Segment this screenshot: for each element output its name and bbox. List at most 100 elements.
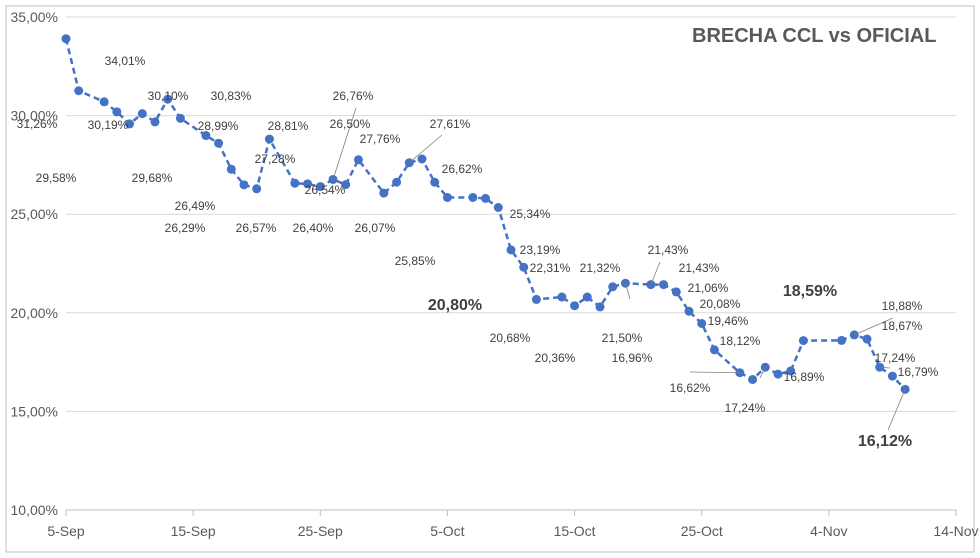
data-marker [138,109,147,118]
x-tick-label: 15-Sep [171,523,216,539]
data-marker [672,287,681,296]
data-marker [697,319,706,328]
y-tick-label: 10,00% [11,502,58,518]
data-label: 26,50% [330,117,371,131]
data-label: 27,28% [255,152,296,166]
data-label: 20,36% [535,351,576,365]
data-marker [888,372,897,381]
data-label: 30,19% [88,118,129,132]
x-tick-label: 4-Nov [810,523,847,539]
data-marker [532,295,541,304]
data-marker [392,178,401,187]
data-marker [227,165,236,174]
y-tick-label: 35,00% [11,9,58,25]
x-tick-label: 5-Oct [430,523,464,539]
data-marker [659,280,668,289]
data-label: 18,12% [720,334,761,348]
data-label: 26,54% [305,183,346,197]
data-marker [863,335,872,344]
data-label: 34,01% [105,54,146,68]
data-label: 17,24% [725,401,766,415]
data-marker [290,179,299,188]
data-label: 25,85% [395,254,436,268]
data-label: 20,80% [428,297,482,314]
data-marker [430,178,439,187]
x-tick-label: 25-Sep [298,523,343,539]
data-label: 22,31% [530,261,571,275]
data-label: 18,67% [882,319,923,333]
data-label: 21,43% [679,261,720,275]
data-label: 21,32% [580,261,621,275]
data-marker [265,135,274,144]
chart-container: 10,00%15,00%20,00%25,00%30,00%35,00%5-Se… [0,0,980,558]
data-marker [837,336,846,345]
data-label: 19,46% [708,314,749,328]
data-marker [685,307,694,316]
data-marker [596,302,605,311]
data-label: 26,07% [355,221,396,235]
data-label: 25,34% [510,207,551,221]
data-marker [557,293,566,302]
data-marker [710,345,719,354]
data-label: 21,50% [602,331,643,345]
data-marker [151,117,160,126]
line-chart: 10,00%15,00%20,00%25,00%30,00%35,00%5-Se… [0,0,980,558]
y-tick-label: 20,00% [11,305,58,321]
data-marker [494,203,503,212]
data-marker [354,155,363,164]
data-marker [748,375,757,384]
chart-border [6,6,974,552]
data-label: 21,06% [688,281,729,295]
chart-title: BRECHA CCL vs OFICIAL [692,25,936,47]
x-tick-label: 5-Sep [47,523,85,539]
data-marker [112,107,121,116]
y-tick-label: 15,00% [11,403,58,419]
data-marker [418,154,427,163]
data-label: 18,88% [882,299,923,313]
data-label: 27,76% [360,132,401,146]
data-label: 16,12% [858,433,912,450]
data-label: 26,76% [333,89,374,103]
data-marker [62,34,71,43]
data-label: 31,26% [17,117,58,131]
y-tick-label: 25,00% [11,206,58,222]
data-marker [379,189,388,198]
data-marker [74,86,83,95]
data-label: 26,62% [442,162,483,176]
data-marker [570,301,579,310]
data-label: 26,29% [165,221,206,235]
data-label: 26,57% [236,221,277,235]
data-label: 16,62% [670,381,711,395]
data-marker [443,193,452,202]
data-marker [608,282,617,291]
data-label: 28,81% [268,119,309,133]
data-marker [774,370,783,379]
data-marker [519,263,528,272]
data-label: 16,89% [784,370,825,384]
data-label: 27,61% [430,117,471,131]
data-marker [799,336,808,345]
data-marker [583,293,592,302]
data-marker [468,193,477,202]
x-tick-label: 14-Nov [933,523,978,539]
data-marker [100,97,109,106]
data-label: 26,40% [293,221,334,235]
data-label: 28,99% [198,119,239,133]
data-label: 17,24% [875,351,916,365]
data-label: 20,08% [700,297,741,311]
data-label: 21,43% [648,243,689,257]
data-label: 30,10% [148,89,189,103]
x-tick-label: 15-Oct [554,523,596,539]
data-label: 30,83% [211,89,252,103]
data-label: 23,19% [520,243,561,257]
data-marker [240,180,249,189]
data-marker [507,245,516,254]
data-label: 16,79% [898,365,939,379]
data-marker [176,114,185,123]
data-marker [481,194,490,203]
data-label: 26,49% [175,199,216,213]
data-marker [252,184,261,193]
data-label: 16,96% [612,351,653,365]
x-tick-label: 25-Oct [681,523,723,539]
data-label: 29,58% [36,171,77,185]
